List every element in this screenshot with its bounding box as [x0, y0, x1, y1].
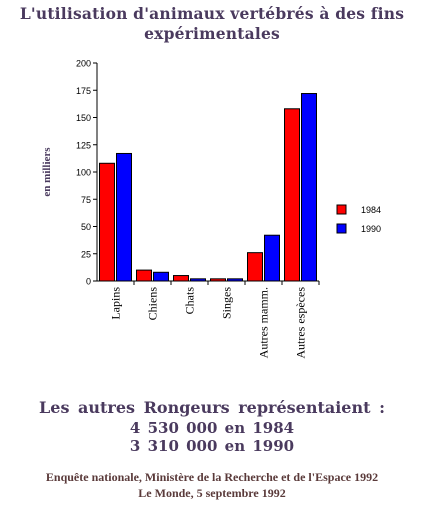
y-tick-label: 100 — [76, 168, 91, 178]
y-tick-label: 75 — [81, 195, 91, 205]
x-tick-label: Chiens — [146, 287, 160, 321]
rodents-note-1990: 3 310 000 en 1990 — [129, 437, 295, 455]
x-tick-label: Autres mamm. — [257, 287, 271, 358]
x-tick-label: Lapins — [109, 287, 123, 320]
y-tick-label: 25 — [81, 249, 91, 259]
y-tick-label: 200 — [76, 59, 91, 69]
bar-1990-5 — [301, 93, 317, 282]
legend-label-1990: 1990 — [361, 224, 381, 234]
bar-1984-4 — [247, 252, 263, 282]
bar-1990-1 — [153, 271, 169, 282]
bar-1984-1 — [136, 269, 152, 282]
bar-1984-0 — [99, 162, 115, 282]
y-tick-label: 150 — [76, 113, 91, 123]
rodents-note-heading: Les autres Rongeurs représentaient : — [39, 398, 385, 417]
source-line-2: Le Monde, 5 septembre 1992 — [138, 486, 286, 500]
bar-1984-5 — [284, 108, 300, 282]
title-line-1: L'utilisation d'animaux vertébrés à des … — [19, 4, 405, 23]
x-tick-label: Singes — [220, 287, 234, 319]
bar-1984-3 — [210, 278, 226, 282]
legend-swatch-1984 — [336, 204, 347, 215]
y-tick-label: 0 — [86, 277, 91, 287]
source-line-1: Enquête nationale, Ministère de la Reche… — [45, 470, 379, 484]
x-tick-label: Autres espèces — [294, 287, 308, 359]
x-tick-label: Chats — [183, 287, 197, 315]
bar-1990-0 — [116, 152, 132, 282]
bar-1990-4 — [264, 234, 280, 282]
legend-swatch-1990 — [336, 223, 347, 234]
y-axis-title: en milliers — [41, 147, 53, 197]
y-tick-label: 125 — [76, 140, 91, 150]
legend-label-1984: 1984 — [361, 205, 381, 215]
y-tick-label: 175 — [76, 86, 91, 96]
bar-chart: 0 25 50 75 100 125 150 175 200 en milliers Lapins C… — [41, 59, 381, 359]
bar-1990-3 — [227, 278, 243, 282]
bar-1990-2 — [190, 278, 206, 282]
rodents-note-1984: 4 530 000 en 1984 — [129, 419, 295, 437]
bar-1984-2 — [173, 275, 189, 282]
title-line-2: expérimentales — [144, 24, 280, 43]
chart-title: L'utilisation d'animaux vertébrés à des … — [0, 4, 424, 44]
y-tick-label: 50 — [81, 222, 91, 232]
